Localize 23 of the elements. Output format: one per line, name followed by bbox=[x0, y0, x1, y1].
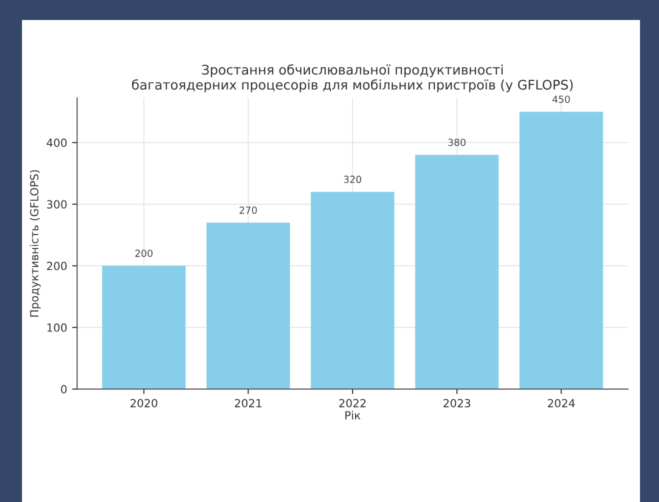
y-tick-label: 100 bbox=[47, 323, 67, 332]
data-label: 270 bbox=[240, 206, 257, 214]
y-axis-title: Продуктивність (GFLOPS) bbox=[30, 170, 41, 317]
x-tick-label: 2021 bbox=[234, 398, 262, 408]
chart-title: Зростання обчислювальної продуктивності багатоядерних процесорів для мобільних пристроїв (у GFLOPS) bbox=[132, 64, 573, 92]
y-tick-label: 0 bbox=[61, 385, 67, 394]
bar bbox=[310, 192, 394, 390]
x-tick-label: 2020 bbox=[130, 398, 158, 408]
data-label: 450 bbox=[552, 96, 570, 103]
data-label: 200 bbox=[135, 250, 153, 257]
bar bbox=[520, 112, 603, 390]
bar bbox=[206, 222, 290, 390]
data-label: 320 bbox=[344, 176, 362, 184]
data-label: 380 bbox=[448, 138, 466, 146]
bar bbox=[102, 266, 186, 390]
y-tick-label: 400 bbox=[46, 138, 67, 147]
x-tick-label: 2022 bbox=[339, 398, 366, 408]
x-tick-label: 2023 bbox=[444, 398, 470, 408]
x-axis-title: Рік bbox=[345, 410, 360, 420]
y-tick-label: 200 bbox=[46, 262, 67, 270]
y-tick-label: 300 bbox=[47, 200, 67, 209]
x-tick-label: 2024 bbox=[548, 398, 575, 408]
bar bbox=[415, 154, 499, 390]
